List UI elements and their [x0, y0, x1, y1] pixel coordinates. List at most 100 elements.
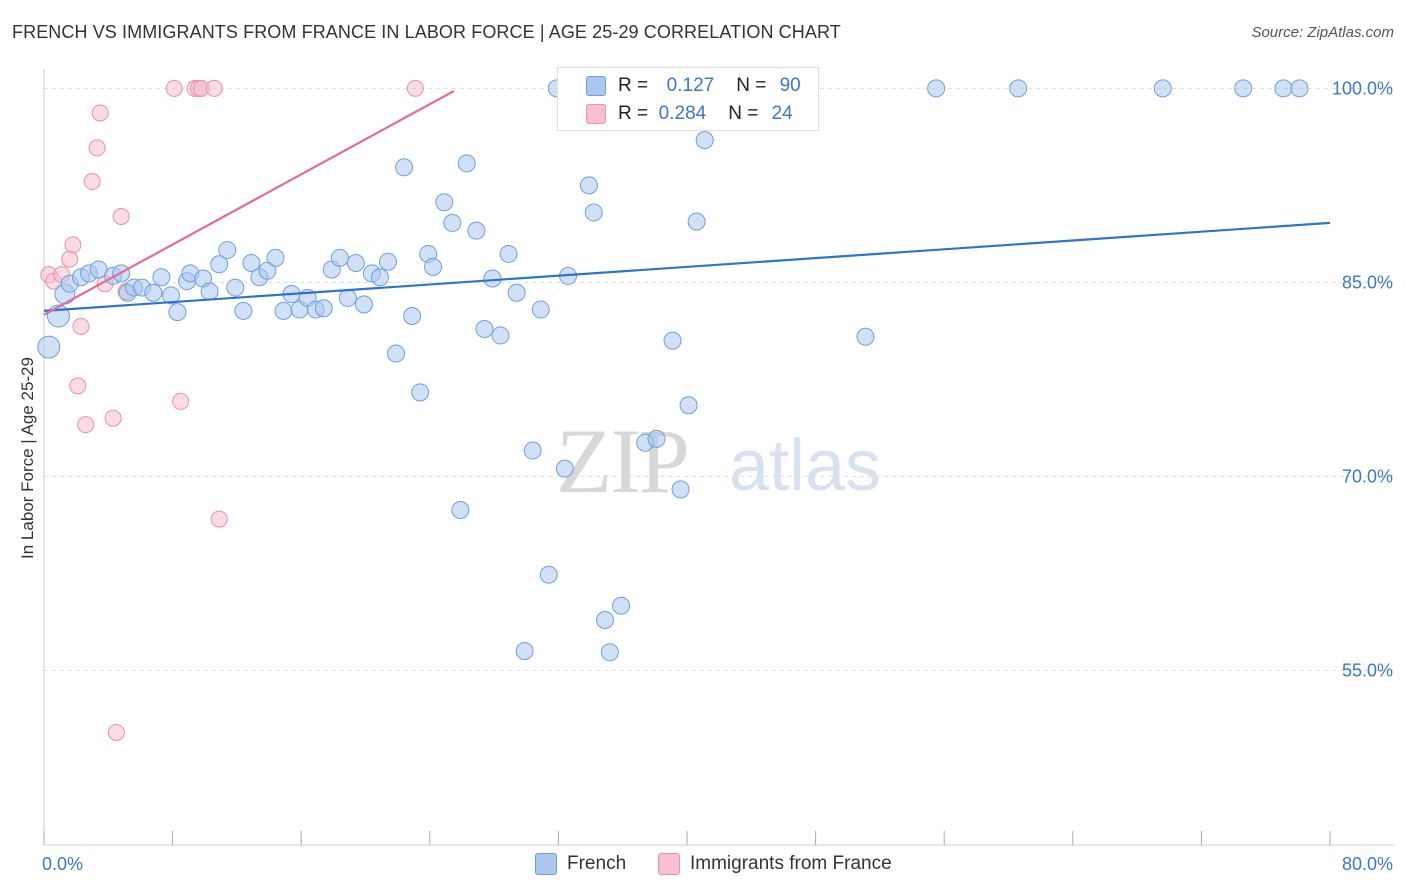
y-tick-label: 85.0% [1342, 272, 1393, 292]
french-point [274, 301, 293, 320]
legend-label-french: French [567, 853, 627, 874]
french-point [1009, 79, 1028, 98]
french-point [687, 212, 706, 231]
immigrants-point [72, 317, 90, 335]
french-point [424, 257, 443, 276]
french-point [370, 268, 389, 287]
watermark-zip: ZIP [556, 410, 688, 512]
french-point [579, 176, 598, 195]
french-point [483, 269, 502, 288]
french-point [379, 252, 398, 271]
french-point [600, 643, 619, 662]
french-point [403, 307, 422, 326]
immigrants-point [107, 723, 125, 741]
immigrants-point [64, 236, 82, 254]
watermark-atlas: atlas [729, 426, 881, 506]
legend-swatch-immigrants-bottom [658, 853, 680, 875]
y-tick-label: 70.0% [1342, 466, 1393, 486]
legend-row-french: R = 0.127 N = 90 [618, 73, 801, 99]
french-point [1274, 79, 1293, 98]
french-point [144, 283, 163, 302]
y-tick-label: 100.0% [1332, 78, 1393, 98]
french-point [856, 327, 875, 346]
french-point [258, 261, 277, 280]
axes [43, 69, 1395, 846]
x-tick-label: 80.0% [1342, 854, 1393, 874]
french-point [395, 158, 414, 177]
french-point [647, 429, 666, 448]
french-point [467, 221, 486, 240]
legend-immigrants-n-value: 24 [771, 103, 793, 124]
legend-french-r-label: R = [618, 75, 649, 96]
immigrants-point [165, 79, 183, 97]
french-point [475, 319, 494, 338]
french-point [507, 283, 526, 302]
immigrants-point [406, 79, 424, 97]
immigrants-point [104, 409, 122, 427]
french-point [354, 295, 373, 314]
french-point [226, 278, 245, 297]
french-point [695, 131, 714, 150]
x-tick-label: 0.0% [42, 854, 83, 874]
chart-title: FRENCH VS IMMIGRANTS FROM FRANCE IN LABO… [12, 22, 841, 42]
french-point [499, 244, 518, 263]
watermark: ZIP atlas [556, 410, 881, 512]
immigrants-point [112, 207, 130, 225]
immigrants-point [210, 510, 228, 528]
french-point [539, 565, 558, 584]
legend-immigrants-r-value: 0.284 [658, 103, 707, 124]
french-point [491, 326, 510, 345]
french-point [1290, 79, 1309, 98]
french-point [451, 501, 470, 520]
french-point [531, 300, 550, 319]
legend-swatch-immigrants [586, 104, 606, 124]
french-point [210, 255, 229, 274]
immigrants-point [205, 79, 223, 97]
grid-lines [44, 87, 1395, 671]
tick-labels: 55.0% 70.0% 85.0% 100.0% 0.0% 80.0% [42, 78, 1393, 874]
immigrants-point [172, 392, 190, 410]
french-point [435, 193, 454, 212]
french-point [584, 203, 603, 222]
french-point [266, 248, 285, 267]
french-point [443, 213, 462, 232]
immigrants-point [61, 250, 79, 268]
y-axis-label: In Labor Force | Age 25-29 [18, 357, 37, 559]
french-point [338, 288, 357, 307]
legend-item-immigrants: Immigrants from France [658, 852, 892, 876]
stats-legend: R = 0.127 N = 90 R = 0.284 N = 24 [557, 67, 819, 131]
immigrants-point [83, 173, 101, 191]
french-point [411, 383, 430, 402]
french-point [555, 459, 574, 478]
french-point [1153, 79, 1172, 98]
legend-french-n-label: N = [736, 75, 767, 96]
immigrants-point [69, 377, 87, 395]
legend-french-r-value: 0.127 [666, 75, 715, 96]
immigrants-trend-line [43, 90, 455, 316]
french-point [679, 396, 698, 415]
source-note: Source: ZipAtlas.com [1251, 24, 1394, 41]
french-point [242, 254, 261, 272]
immigrants-point [88, 139, 106, 157]
french-point [387, 344, 406, 363]
legend-label-immigrants: Immigrants from France [690, 853, 892, 874]
french-point [663, 331, 682, 350]
legend-swatch-french [586, 76, 606, 96]
french-point [523, 441, 542, 460]
french-point [671, 480, 690, 499]
legend-item-french: French [535, 852, 626, 876]
french-point [596, 610, 615, 629]
french-point [152, 268, 171, 287]
legend-immigrants-n-label: N = [728, 103, 759, 124]
french-point [927, 79, 946, 98]
french-points [37, 79, 1309, 662]
french-point [1234, 79, 1253, 98]
immigrants-point [91, 104, 109, 122]
french-point [515, 642, 534, 660]
french-point [314, 299, 333, 318]
legend-row-immigrants: R = 0.284 N = 24 [618, 101, 793, 127]
immigrants-point [77, 416, 95, 434]
french-point [200, 282, 219, 301]
immigrants-points [40, 79, 424, 741]
